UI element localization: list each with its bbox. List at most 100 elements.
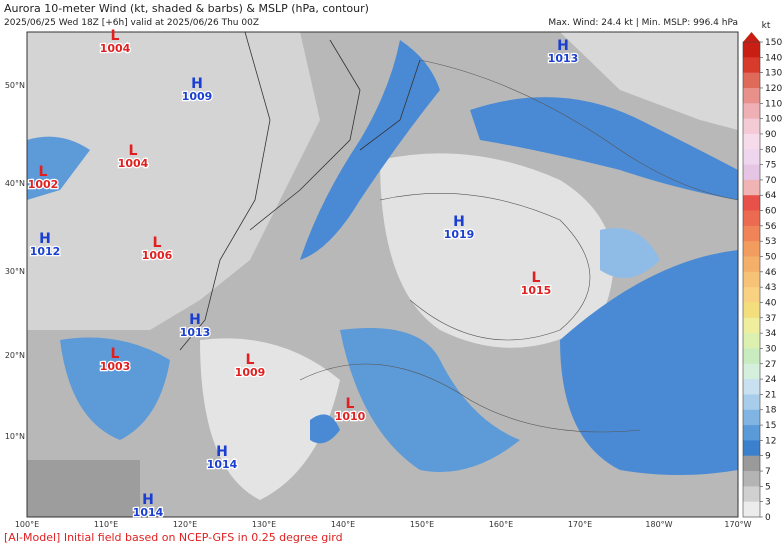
- center-pressure: 1013: [180, 326, 211, 339]
- footer-note: [AI-Model] Initial field based on NCEP-G…: [4, 531, 343, 544]
- colorbar-segment: [743, 241, 760, 258]
- colorbar-segment: [743, 471, 760, 487]
- colorbar-label: 24: [765, 375, 777, 385]
- colorbar-segment: [743, 42, 760, 58]
- colorbar-segment: [743, 164, 760, 181]
- colorbar-label: 64: [765, 191, 777, 201]
- colorbar-segment: [743, 333, 760, 349]
- wind-band: [60, 337, 170, 440]
- center-letter: L: [39, 164, 48, 180]
- colorbar-label: 43: [765, 283, 776, 293]
- colorbar-segment: [743, 72, 760, 89]
- wind-band: [27, 136, 90, 200]
- colorbar-segment: [743, 363, 760, 380]
- lon-label: 110°E: [94, 520, 118, 529]
- center-letter: H: [39, 231, 51, 247]
- center-pressure: 1019: [444, 228, 475, 241]
- colorbar-segment: [743, 149, 760, 166]
- lon-label: 150°E: [410, 520, 434, 529]
- map-frame: [26, 31, 739, 518]
- colorbar-segment: [743, 87, 760, 104]
- colorbar-label: 150: [765, 38, 782, 48]
- center-pressure: 1009: [235, 366, 266, 379]
- wind-band: [310, 414, 340, 444]
- colorbar-segment: [743, 455, 760, 472]
- colorbar-segment: [743, 317, 760, 334]
- colorbar-label: 75: [765, 161, 776, 171]
- light-field: [420, 32, 738, 130]
- light-field: [200, 338, 340, 500]
- colorbar-label: 34: [765, 329, 777, 339]
- center-letter: L: [111, 346, 120, 362]
- wind-band: [600, 228, 660, 278]
- colorbar-segment: [743, 379, 760, 395]
- stats: Max. Wind: 24.4 kt | Min. MSLP: 996.4 hP…: [548, 18, 738, 28]
- colorbar-label: 80: [765, 145, 777, 155]
- dark-field: [27, 460, 140, 517]
- colorbar-label: 15: [765, 421, 776, 431]
- center-letter: H: [142, 492, 154, 508]
- colorbar-segment: [743, 425, 760, 441]
- subtitle: 2025/06/25 Wed 18Z [+6h] valid at 2025/0…: [4, 18, 259, 28]
- center-letter: L: [111, 28, 120, 44]
- colorbar-segment: [743, 179, 760, 196]
- lat-label: 40°N: [5, 179, 25, 188]
- colorbar-cap: [743, 32, 760, 42]
- center-letter: H: [189, 312, 201, 328]
- colorbar-segment: [743, 348, 760, 365]
- colorbar-label: 18: [765, 406, 777, 416]
- colorbar-segment: [743, 133, 760, 150]
- center-letter: H: [216, 444, 228, 460]
- colorbar-segment: [743, 302, 760, 319]
- colorbar-label: 9: [765, 452, 771, 462]
- colorbar-label: 120: [765, 84, 782, 94]
- colorbar-label: 30: [765, 344, 777, 354]
- colorbar-segment: [743, 256, 760, 273]
- colorbar-label: 5: [765, 482, 771, 492]
- colorbar-segment: [743, 210, 760, 227]
- wind-band: [300, 40, 440, 260]
- center-letter: L: [129, 143, 138, 159]
- lon-label: 140°E: [331, 520, 355, 529]
- colorbar-label: 53: [765, 237, 776, 247]
- colorbar-segment: [743, 409, 760, 426]
- center-letter: H: [453, 214, 465, 230]
- lat-label: 20°N: [5, 351, 25, 360]
- colorbar-segment: [743, 103, 760, 120]
- lon-label: 160°E: [489, 520, 513, 529]
- wind-band: [340, 328, 520, 472]
- center-pressure: 1004: [118, 157, 149, 170]
- center-pressure: 1015: [521, 284, 552, 297]
- colorbar-segment: [743, 486, 760, 503]
- center-pressure: 1006: [142, 249, 173, 262]
- lat-label: 30°N: [5, 267, 25, 276]
- colorbar-label: 100: [765, 115, 782, 125]
- colorbar-label: 7: [765, 467, 771, 477]
- center-pressure: 1012: [30, 245, 61, 258]
- center-letter: H: [191, 76, 203, 92]
- colorbar-label: 90: [765, 130, 777, 140]
- colorbar-segment: [743, 225, 760, 242]
- center-pressure: 1004: [100, 42, 131, 55]
- colorbar-segment: [743, 440, 760, 457]
- center-pressure: 1010: [335, 410, 366, 423]
- center-pressure: 1013: [548, 52, 579, 65]
- colorbar-label: 70: [765, 176, 777, 186]
- colorbar-label: 110: [765, 99, 782, 109]
- lon-label: 100°E: [15, 520, 39, 529]
- center-letter: L: [532, 270, 541, 286]
- center-pressure: 1003: [100, 360, 131, 373]
- colorbar-segment: [743, 287, 760, 303]
- lon-label: 130°E: [252, 520, 276, 529]
- colorbar-segment: [743, 57, 760, 74]
- colorbar-label: 0: [765, 513, 771, 523]
- light-field: [380, 153, 614, 348]
- colorbar-label: 130: [765, 69, 782, 79]
- center-pressure: 1014: [207, 458, 238, 471]
- colorbar-unit: kt: [762, 21, 771, 31]
- center-pressure: 1014: [133, 506, 164, 519]
- colorbar-segment: [743, 394, 760, 411]
- colorbar-label: 40: [765, 298, 777, 308]
- colorbar-label: 21: [765, 390, 776, 400]
